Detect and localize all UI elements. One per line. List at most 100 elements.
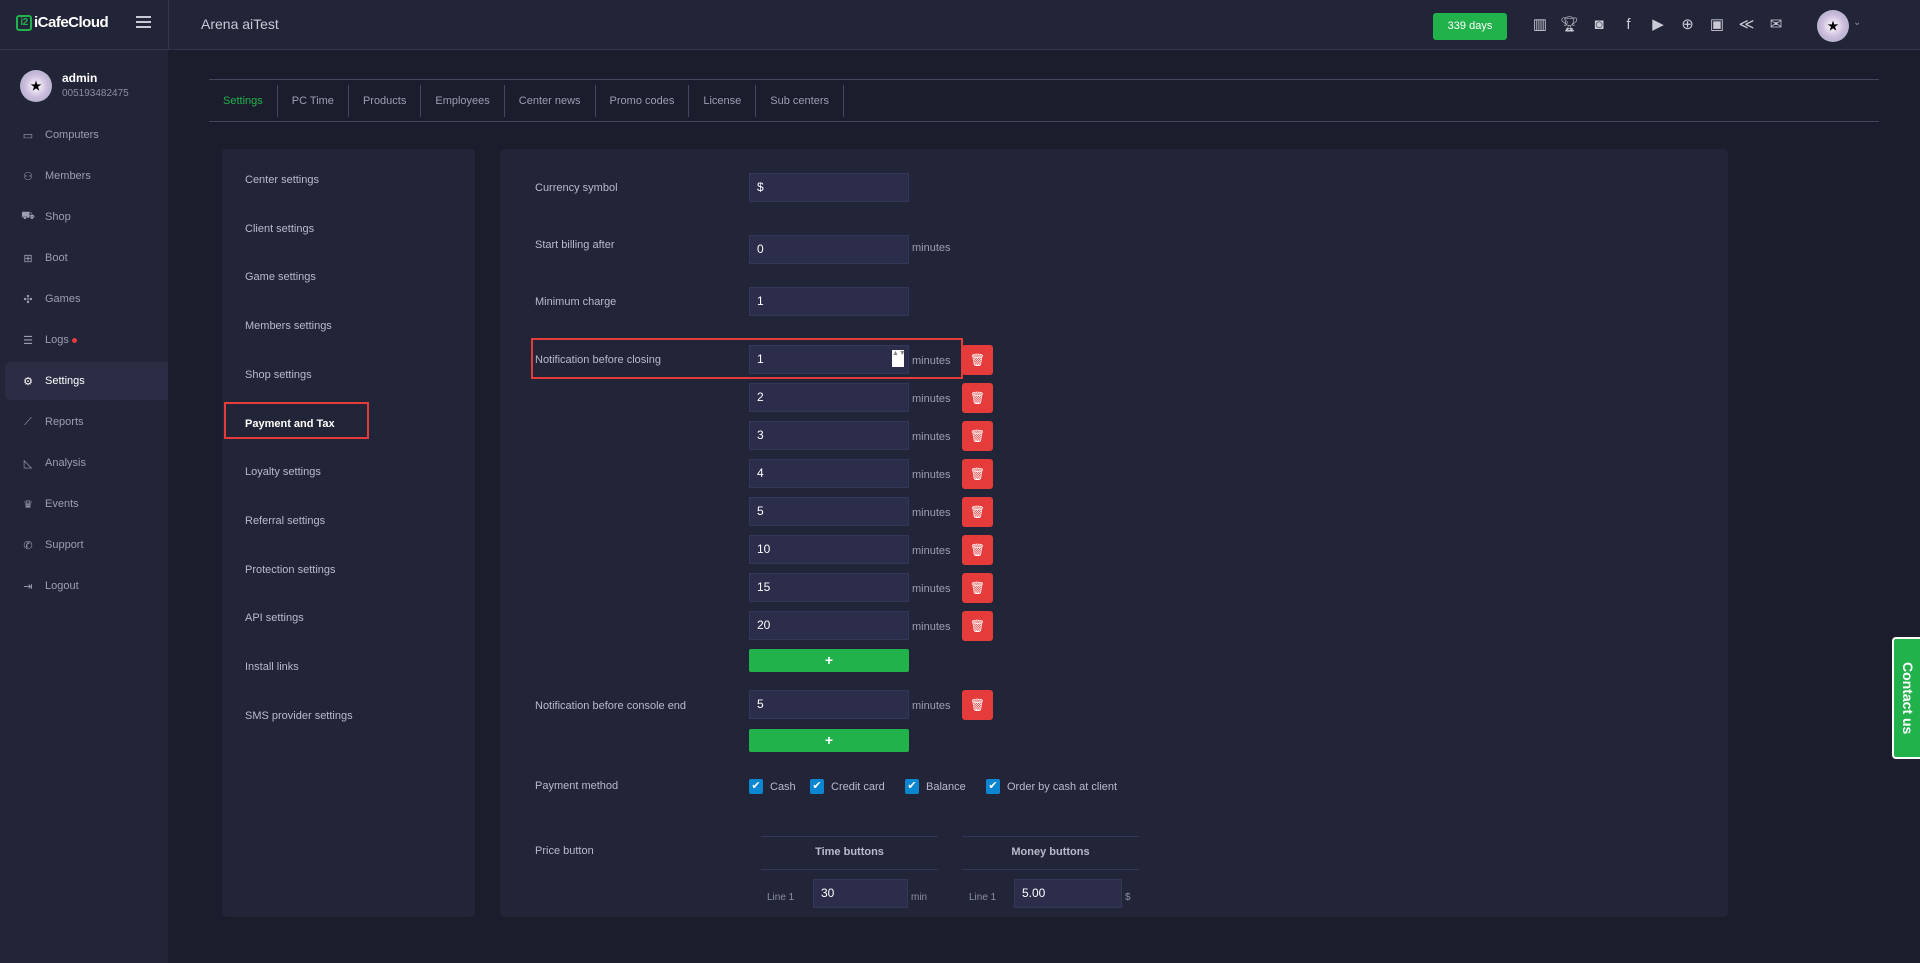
settings-menu-loyalty-settings[interactable]: Loyalty settings — [245, 466, 321, 479]
sidebar-item-analysis[interactable]: ◺ Analysis — [5, 444, 168, 482]
notification-minutes-input[interactable]: 2 — [749, 383, 909, 412]
delete-button[interactable]: 🗑︎ — [962, 690, 993, 720]
tab-promo-codes[interactable]: Promo codes — [596, 84, 690, 117]
settings-menu-panel — [222, 149, 475, 917]
windows-icon: ⊞ — [23, 252, 33, 265]
sidebar-item-support[interactable]: ✆ Support — [5, 526, 168, 564]
sidebar-item-boot[interactable]: ⊞ Boot — [5, 239, 168, 277]
delete-button[interactable]: 🗑︎ — [962, 497, 993, 527]
sidebar-item-logs[interactable]: ☰ Logs — [5, 321, 168, 359]
facebook-icon[interactable]: f — [1626, 16, 1631, 33]
sidebar-item-members[interactable]: ⚇ Members — [5, 157, 168, 195]
youtube-icon[interactable]: ▶ — [1652, 16, 1664, 33]
user-avatar: ★ — [20, 70, 52, 102]
unit-label: $ — [1125, 892, 1131, 903]
unit-label: minutes — [912, 700, 951, 712]
menu-toggle-icon[interactable] — [136, 16, 151, 28]
notification-minutes-input[interactable]: 20 — [749, 611, 909, 640]
settings-menu-protection-settings[interactable]: Protection settings — [245, 563, 336, 576]
unit-label: minutes — [912, 583, 951, 595]
license-days-badge[interactable]: 339 days — [1433, 13, 1507, 40]
payment-method-label: Payment method — [535, 780, 619, 792]
unit-label: minutes — [912, 545, 951, 557]
globe-icon[interactable]: ⊕ — [1681, 16, 1694, 33]
sidebar-item-label: Support — [45, 539, 84, 551]
settings-menu-referral-settings[interactable]: Referral settings — [245, 514, 326, 527]
spinner-icon[interactable]: ▲▼ — [892, 350, 906, 367]
start-billing-input[interactable]: 0 — [749, 235, 909, 264]
delete-button[interactable]: 🗑︎ — [962, 383, 993, 413]
settings-menu-client-settings[interactable]: Client settings — [245, 222, 315, 235]
sidebar-item-reports[interactable]: ⟋ Reports — [5, 403, 168, 441]
list-icon: ☰ — [23, 334, 33, 347]
brand-logo[interactable]: i2 iCafeCloud — [16, 14, 109, 31]
sidebar-item-events[interactable]: ♛ Events — [5, 485, 168, 523]
contact-us-button[interactable]: Contact us — [1892, 637, 1920, 759]
brand-name: iCafeCloud — [34, 14, 109, 31]
header-avatar[interactable]: ★ — [1817, 10, 1849, 42]
tab-products[interactable]: Products — [349, 84, 422, 117]
user-id: 005193482475 — [62, 88, 129, 99]
settings-menu-api-settings[interactable]: API settings — [245, 612, 304, 625]
notification-minutes-input[interactable]: 5 — [749, 690, 909, 719]
chevron-down-icon[interactable]: ⌄ — [1853, 17, 1862, 28]
discord-icon[interactable]: ◙ — [1594, 16, 1604, 33]
delete-button[interactable]: 🗑︎ — [962, 535, 993, 565]
icafe-logo-icon[interactable]: ▣ — [1709, 16, 1725, 33]
unit-label: minutes — [912, 355, 951, 367]
settings-menu-center-settings[interactable]: Center settings — [245, 174, 319, 186]
tab-sub-centers[interactable]: Sub centers — [756, 84, 844, 117]
notification-minutes-input[interactable]: 5 — [749, 497, 909, 526]
tab-license[interactable]: License — [689, 84, 757, 117]
tab-pc-time[interactable]: PC Time — [278, 84, 349, 117]
settings-menu-shop-settings[interactable]: Shop settings — [245, 368, 312, 381]
settings-menu-payment-and-tax[interactable]: Payment and Tax — [245, 417, 335, 430]
sidebar-item-settings[interactable]: ⚙ Settings — [5, 362, 168, 400]
delete-button[interactable]: 🗑︎ — [962, 459, 993, 489]
trophy-icon[interactable]: 🏆︎ — [1559, 16, 1580, 33]
gear-icon: ⚙ — [23, 375, 33, 388]
divider — [761, 869, 938, 870]
currency-input[interactable]: $ — [749, 173, 909, 202]
settings-tabs: Settings PC Time Products Employees Center n… — [209, 79, 1879, 122]
checkbox-label: Order by cash at client — [1007, 781, 1118, 793]
checkbox-cash[interactable]: ✔ — [749, 779, 763, 794]
settings-menu-game-settings[interactable]: Game settings — [245, 271, 316, 284]
delete-button[interactable]: 🗑︎ — [962, 421, 993, 451]
sidebar-item-logout[interactable]: ⇥ Logout — [5, 567, 168, 605]
mail-icon[interactable]: ✉ — [1769, 16, 1783, 33]
checkbox-credit-card[interactable]: ✔ — [810, 779, 824, 794]
sidebar-item-games[interactable]: ✣ Games — [5, 280, 168, 318]
min-charge-input[interactable]: 1 — [749, 287, 909, 316]
delete-button[interactable]: 🗑︎ — [962, 611, 993, 641]
sidebar-item-computers[interactable]: ▭ Computers — [5, 116, 168, 154]
ranking-icon[interactable]: ▥ — [1532, 16, 1548, 33]
add-console-notification-button[interactable]: + — [749, 729, 909, 752]
time-button-input[interactable]: 30 — [813, 879, 908, 908]
highlight-box — [224, 402, 369, 439]
tab-employees[interactable]: Employees — [421, 84, 505, 117]
checkbox-order-by-cash-at-client[interactable]: ✔ — [986, 779, 1000, 794]
settings-menu-members-settings[interactable]: Members settings — [245, 320, 332, 333]
sidebar-item-label: Reports — [45, 416, 84, 428]
divider — [962, 836, 1139, 837]
settings-menu-install-links[interactable]: Install links — [245, 661, 299, 673]
delete-button[interactable]: 🗑︎ — [962, 345, 993, 375]
notification-minutes-input[interactable]: 4 — [749, 459, 909, 488]
ggrock-icon[interactable]: ≪ — [1738, 16, 1755, 33]
checkbox-balance[interactable]: ✔ — [905, 779, 919, 794]
logout-icon: ⇥ — [23, 580, 33, 593]
notification-minutes-input[interactable]: 10 — [749, 535, 909, 564]
add-notification-button[interactable]: + — [749, 649, 909, 672]
delete-button[interactable]: 🗑︎ — [962, 573, 993, 603]
settings-menu-sms-provider-settings[interactable]: SMS provider settings — [245, 709, 353, 722]
center-title: Arena aiTest — [201, 16, 279, 32]
sidebar-item-shop[interactable]: ⛟ Shop — [5, 198, 168, 236]
tab-center-news[interactable]: Center news — [505, 84, 596, 117]
notification-minutes-input[interactable]: 15 — [749, 573, 909, 602]
notification-console-label: Notification before console end — [535, 700, 687, 712]
tab-settings[interactable]: Settings — [209, 84, 278, 117]
money-button-input[interactable]: 5.00 — [1014, 879, 1122, 908]
notification-minutes-input[interactable]: 3 — [749, 421, 909, 450]
notification-minutes-input[interactable]: 1 — [749, 345, 909, 374]
